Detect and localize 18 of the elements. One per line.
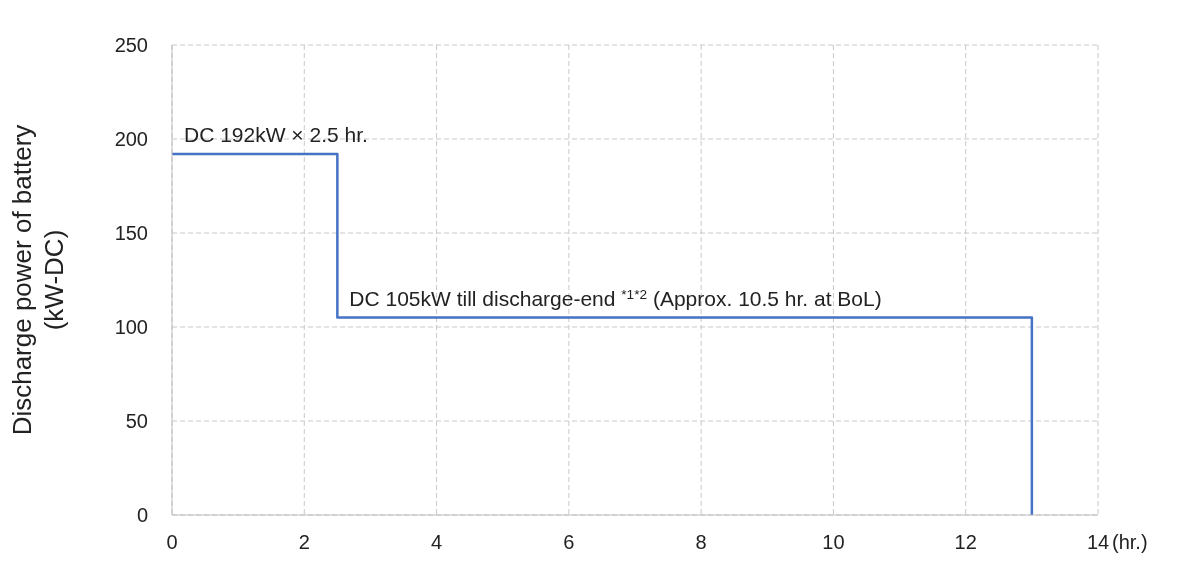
x-tick-label: 6 [563, 531, 575, 554]
y-tick-label: 50 [125, 410, 148, 433]
x-tick-label: 0 [166, 531, 178, 554]
x-axis-title: (hr.) [1112, 531, 1148, 553]
y-tick-label: 150 [114, 222, 148, 245]
x-tick-label: 14 [1086, 531, 1110, 554]
x-tick-label: 12 [954, 531, 977, 554]
x-tick-label: 2 [298, 531, 310, 554]
annotation: DC 192kW × 2.5 hr. [184, 123, 368, 147]
x-tick-label: 4 [431, 531, 443, 554]
y-tick-label: 100 [114, 316, 148, 339]
y-tick-label: 200 [114, 128, 148, 151]
y-tick-label: 0 [136, 504, 148, 527]
y-tick-label: 250 [114, 34, 148, 57]
x-tick-label: 8 [695, 531, 707, 554]
annotation: DC 105kW till discharge-end $^{*1*2}$ (Approx. 10.5 hr. at BoL) [349, 286, 882, 310]
x-tick-label: 10 [822, 531, 845, 554]
y-axis-title: Discharge power of battery (kW-DC) [7, 124, 69, 436]
